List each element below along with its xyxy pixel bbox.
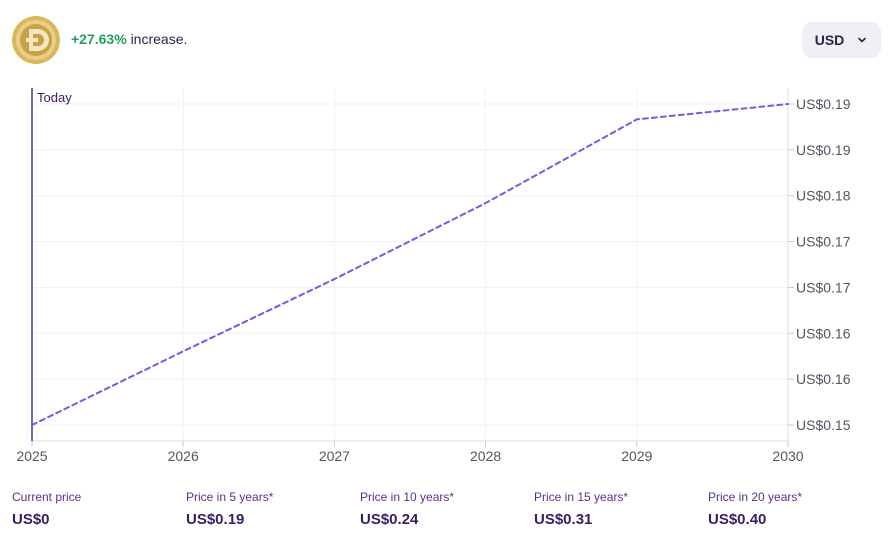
y-tick-label: US$0.19 (796, 142, 851, 158)
x-tick-label: 2026 (168, 448, 199, 464)
x-tick-label: 2030 (772, 448, 803, 464)
y-tick-label: US$0.18 (796, 188, 851, 204)
x-tick-label: 2029 (621, 448, 652, 464)
y-tick-label: US$0.17 (796, 279, 851, 295)
header: +27.63% increase. USD (0, 0, 893, 80)
stat-price-15-years: Price in 15 years* US$0.31 (534, 490, 628, 528)
price-prediction-chart: US$0.15 US$0.16 US$0.16 US$0.17 US$0.17 US$0.… (16, 88, 851, 464)
currency-value: USD (814, 32, 845, 48)
stat-price-20-years: Price in 20 years* US$0.40 (708, 490, 802, 528)
y-tick-label: US$0.17 (796, 234, 851, 250)
stat-label: Price in 5 years* (186, 490, 274, 504)
change-label: increase. (130, 31, 188, 47)
stat-label: Price in 10 years* (360, 490, 455, 504)
change-percent: +27.63% (71, 31, 127, 47)
stat-label: Current price (12, 490, 82, 504)
x-tick-label: 2028 (470, 448, 501, 464)
dogecoin-logo-icon (12, 16, 60, 64)
stat-current-price: Current price US$0 (12, 490, 81, 528)
y-tick-label: US$0.15 (796, 417, 851, 433)
y-tick-label: US$0.16 (796, 325, 851, 341)
prediction-line-series (31, 103, 789, 426)
y-tick-label: US$0.19 (796, 96, 851, 112)
price-stats: Current price US$0 Price in 5 years* US$… (0, 490, 893, 550)
chevron-down-icon (858, 37, 867, 43)
stat-value: US$0.19 (186, 511, 245, 528)
currency-dropdown[interactable]: USD (802, 22, 881, 58)
stat-label: Price in 15 years* (534, 490, 629, 504)
price-change-summary: +27.63% increase. (71, 31, 187, 47)
x-tick-label: 2027 (319, 448, 350, 464)
stat-value: US$0 (12, 511, 50, 528)
stat-price-10-years: Price in 10 years* US$0.24 (360, 490, 454, 528)
stat-value: US$0.40 (708, 511, 767, 528)
stat-value: US$0.31 (534, 511, 593, 528)
x-tick-label: 2025 (16, 448, 47, 464)
stat-label: Price in 20 years* (708, 490, 803, 504)
today-marker-label: Today (37, 90, 72, 105)
stat-price-5-years: Price in 5 years* US$0.19 (186, 490, 273, 528)
stat-value: US$0.24 (360, 511, 419, 528)
y-tick-label: US$0.16 (796, 371, 851, 387)
